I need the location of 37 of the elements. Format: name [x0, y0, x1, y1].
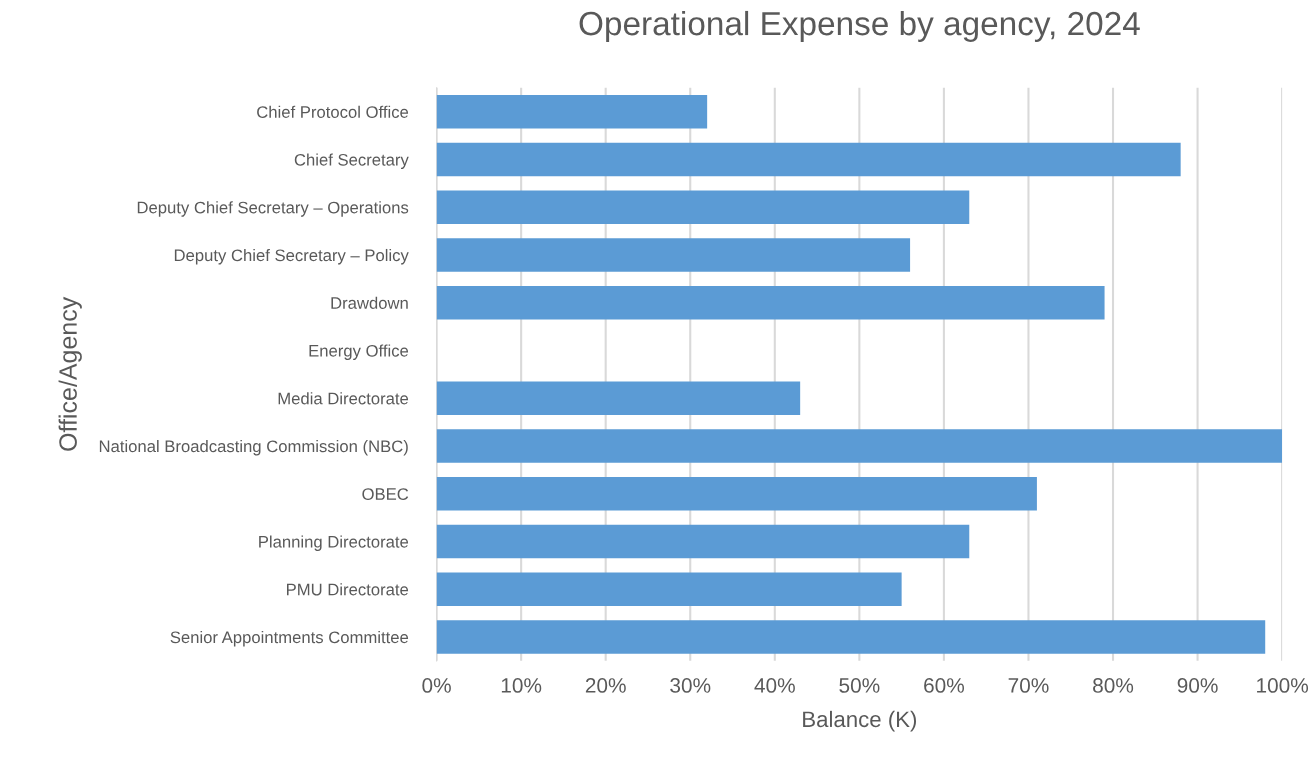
y-tick-label: Senior Appointments Committee — [170, 630, 409, 647]
y-tick-label: Chief Secretary — [294, 153, 409, 169]
bar — [436, 381, 801, 415]
x-tick-label: 30% — [670, 678, 711, 693]
x-tick-label: 50% — [839, 678, 880, 693]
x-tick-label: 60% — [924, 678, 965, 693]
x-tick-label: 20% — [585, 678, 626, 693]
x-tick-label: 100% — [1257, 678, 1309, 693]
bar — [436, 286, 1105, 320]
y-tick-label: Energy Office — [309, 344, 409, 360]
x-tick-label: 80% — [1093, 678, 1134, 693]
x-tick-label: 70% — [1008, 678, 1049, 693]
x-tick-label: 10% — [501, 678, 542, 693]
bar — [436, 429, 1283, 463]
x-tick-label: 40% — [754, 678, 795, 693]
x-axis-title: Balance (K) — [803, 710, 917, 732]
bar — [436, 620, 1266, 654]
y-tick-label: Deputy Chief Secretary – Policy — [174, 248, 409, 265]
bar — [436, 190, 970, 224]
y-tick-label: OBEC — [362, 488, 409, 500]
y-tick-label: Chief Protocol Office — [257, 105, 409, 118]
x-tick-label: 90% — [1177, 678, 1218, 693]
y-tick-label: Drawdown — [331, 296, 408, 309]
y-tick-label: National Broadcasting Commission (NBC) — [99, 439, 408, 456]
bar — [436, 142, 1181, 177]
y-tick-label: Media Directorate — [278, 392, 409, 405]
bar — [436, 572, 902, 606]
bar — [436, 238, 911, 272]
y-tick-label: Deputy Chief Secretary – Operations — [137, 201, 409, 217]
chart-title: Operational Expense by agency, 2024 — [579, 10, 1140, 42]
y-axis-title: Office/Agency — [58, 296, 82, 451]
x-tick-label: 0% — [422, 678, 451, 693]
bar — [436, 524, 970, 559]
y-tick-label: PMU Directorate — [287, 583, 409, 596]
bar — [436, 95, 708, 129]
bar — [436, 477, 1037, 511]
y-tick-label: Planning Directorate — [259, 535, 409, 551]
